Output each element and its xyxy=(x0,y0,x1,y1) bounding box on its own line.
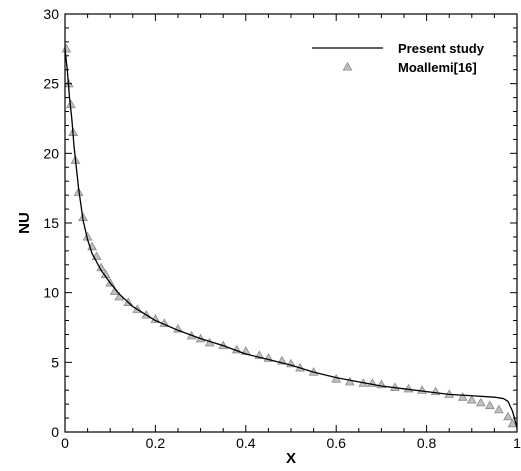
plot-frame xyxy=(64,13,518,433)
moallemi-data-point xyxy=(503,411,513,421)
moallemi-data-point xyxy=(475,397,486,407)
x-tick-label: 0.6 xyxy=(326,435,346,451)
y-axis-title: NU xyxy=(16,212,33,234)
moallemi-data-point xyxy=(494,404,504,414)
y-tick-label: 20 xyxy=(43,145,59,161)
y-tick-label: 15 xyxy=(43,215,59,231)
moallemi-data-point xyxy=(507,418,518,428)
moallemi-data-point xyxy=(457,392,468,401)
y-tick-label: 5 xyxy=(51,354,59,370)
x-tick-label: 0.8 xyxy=(417,435,437,451)
moallemi-data-point xyxy=(344,376,355,386)
x-tick-label: 0.2 xyxy=(146,435,166,451)
y-tick-label: 0 xyxy=(51,424,59,440)
plot-area xyxy=(61,43,518,428)
y-tick-label: 30 xyxy=(43,6,59,22)
legend: Present study Moallemi[16] xyxy=(312,41,485,75)
legend-marker-swatch xyxy=(342,61,353,71)
moallemi-data-point xyxy=(417,385,427,394)
x-tick-label: 1 xyxy=(513,435,521,451)
moallemi-data-point xyxy=(403,383,414,393)
y-tick-label: 10 xyxy=(43,285,59,301)
x-tick-label: 0 xyxy=(61,435,69,451)
legend-label-moallemi: Moallemi[16] xyxy=(398,60,477,75)
moallemi-data-point xyxy=(61,43,72,53)
moallemi-data-point xyxy=(484,400,495,410)
x-axis-title: X xyxy=(286,450,296,466)
moallemi-data-point xyxy=(159,318,170,327)
legend-label-present-study: Present study xyxy=(398,41,485,56)
y-tick-label: 25 xyxy=(43,76,59,92)
moallemi-data-point xyxy=(173,323,183,333)
x-tick-label: 0.4 xyxy=(236,435,256,451)
moallemi-data-point xyxy=(466,394,477,404)
present-study-line xyxy=(64,48,518,428)
